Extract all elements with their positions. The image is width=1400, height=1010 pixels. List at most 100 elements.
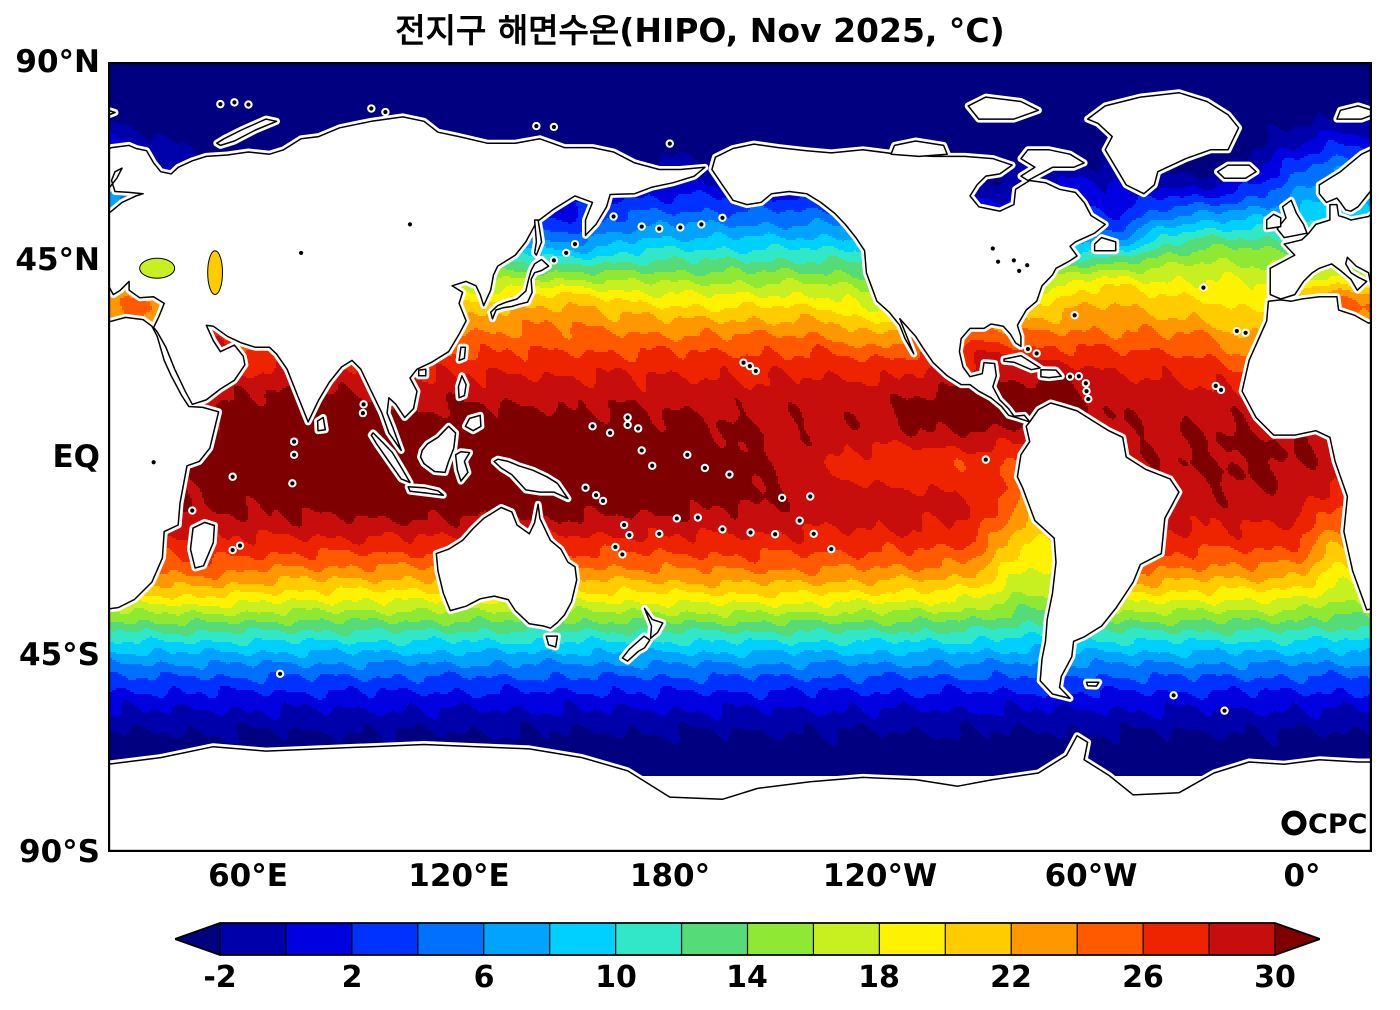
island-dot [636, 426, 641, 431]
colorbar-segment [483, 923, 551, 955]
colorbar-segment [549, 923, 617, 955]
island-dot [622, 522, 627, 528]
island-dot [773, 532, 778, 537]
island-dot [291, 452, 297, 457]
map-top-layer: CPC [108, 62, 1372, 852]
chart-title: 전지구 해면수온(HIPO, Nov 2025, °C) [395, 11, 1005, 50]
island-dot [625, 415, 630, 420]
colorbar-tick-label: -2 [203, 960, 237, 995]
island-dot [1201, 285, 1206, 290]
island-dot [741, 360, 746, 365]
land-layer [108, 91, 1372, 852]
island-dot [190, 508, 195, 513]
world-map-overlay: CPC [108, 62, 1372, 852]
island-dot [572, 242, 578, 247]
island-dot [1243, 330, 1248, 335]
island-dot [702, 465, 707, 471]
island-dot [780, 495, 785, 500]
colorbar-segment [681, 923, 748, 955]
colorbar-segment [813, 923, 880, 955]
coastline-sakhalin [533, 219, 543, 256]
island-dot [657, 531, 662, 536]
island-dot [407, 222, 413, 227]
lon-tick-60w: 60°W [1044, 858, 1138, 894]
island-dot [1084, 389, 1089, 394]
coastline-mindanao [464, 414, 482, 432]
colorbar-tick-label: 6 [473, 960, 495, 995]
colorbar-segment [417, 923, 485, 955]
island-dot [1025, 346, 1031, 352]
coastline-madagascar [189, 521, 216, 569]
island-dot [593, 493, 599, 498]
coastline-baffin [1020, 149, 1085, 182]
coastline-africa [1241, 296, 1372, 611]
island-dot [753, 368, 758, 374]
island-dot [607, 430, 613, 435]
island-dot [1076, 374, 1081, 379]
coastline-luzon [457, 375, 467, 399]
island-dot [1067, 374, 1073, 379]
lat-tick-eq: EQ [52, 439, 100, 475]
island-dot [290, 481, 295, 486]
coastline-hispaniola [1040, 368, 1063, 379]
colorbar-tick-label: 18 [858, 960, 900, 995]
coastline-sulawesi [454, 450, 471, 482]
island-dot [1025, 263, 1030, 268]
island-dot [611, 214, 616, 219]
island-dot [551, 258, 557, 263]
island-dot [369, 106, 374, 111]
island-dot [983, 457, 988, 462]
colorbar-tick-label: 14 [726, 960, 768, 995]
coastline-falklands [1085, 681, 1100, 687]
island-dot [990, 246, 995, 251]
island-dot [564, 250, 569, 256]
lat-tick-90s: 90°S [19, 834, 100, 870]
colorbar-left-arrow [175, 923, 220, 955]
lake-caspian [207, 250, 223, 296]
island-dot [695, 515, 700, 520]
coastline-java [407, 486, 445, 496]
coastline-japan [489, 258, 550, 320]
island-dot [797, 518, 802, 523]
colorbar-tick-label: 26 [1122, 960, 1164, 995]
island-dot [1017, 268, 1022, 274]
coastline-eurasia [108, 116, 706, 452]
island-dot [678, 225, 683, 230]
colorbar-right-arrow [1275, 923, 1320, 955]
island-dot [1034, 351, 1039, 356]
island-dot [299, 250, 304, 256]
watermark-label: CPC [1308, 809, 1367, 840]
coastline-newguinea [493, 458, 569, 500]
coastline-cuba [1003, 354, 1041, 371]
island-dot [1072, 313, 1077, 318]
island-dot [720, 215, 725, 220]
island-dot [667, 141, 672, 146]
island-dot [277, 671, 283, 676]
coastline-iceland [1216, 164, 1257, 180]
coastline-na [711, 143, 1106, 423]
island-dot [291, 439, 297, 444]
coastline-srilanka [316, 416, 327, 432]
lon-tick-120e: 120°E [408, 858, 510, 894]
island-dot [627, 533, 632, 538]
island-dot [361, 402, 366, 407]
island-dot [747, 364, 752, 369]
island-dot [151, 460, 156, 465]
coastline-nzs [621, 635, 651, 662]
island-dot [1083, 381, 1088, 386]
coastline-novaya [216, 118, 278, 147]
coastline-africa [108, 316, 220, 610]
colorbar-segment [1077, 923, 1144, 955]
coastline-borneo [419, 425, 457, 474]
colorbar-segment [351, 923, 419, 955]
lon-tick-120w: 120°W [822, 858, 938, 894]
lat-tick-45s: 45°S [19, 637, 100, 673]
lon-tick-0: 0° [1283, 858, 1321, 894]
island-dot [237, 543, 243, 548]
island-layer [151, 100, 1248, 713]
colorbar-segment [615, 923, 683, 955]
map-panel: CPC [108, 62, 1372, 852]
island-dot [829, 547, 834, 552]
island-dot [748, 530, 753, 535]
coastline-eurasia [1269, 148, 1372, 300]
